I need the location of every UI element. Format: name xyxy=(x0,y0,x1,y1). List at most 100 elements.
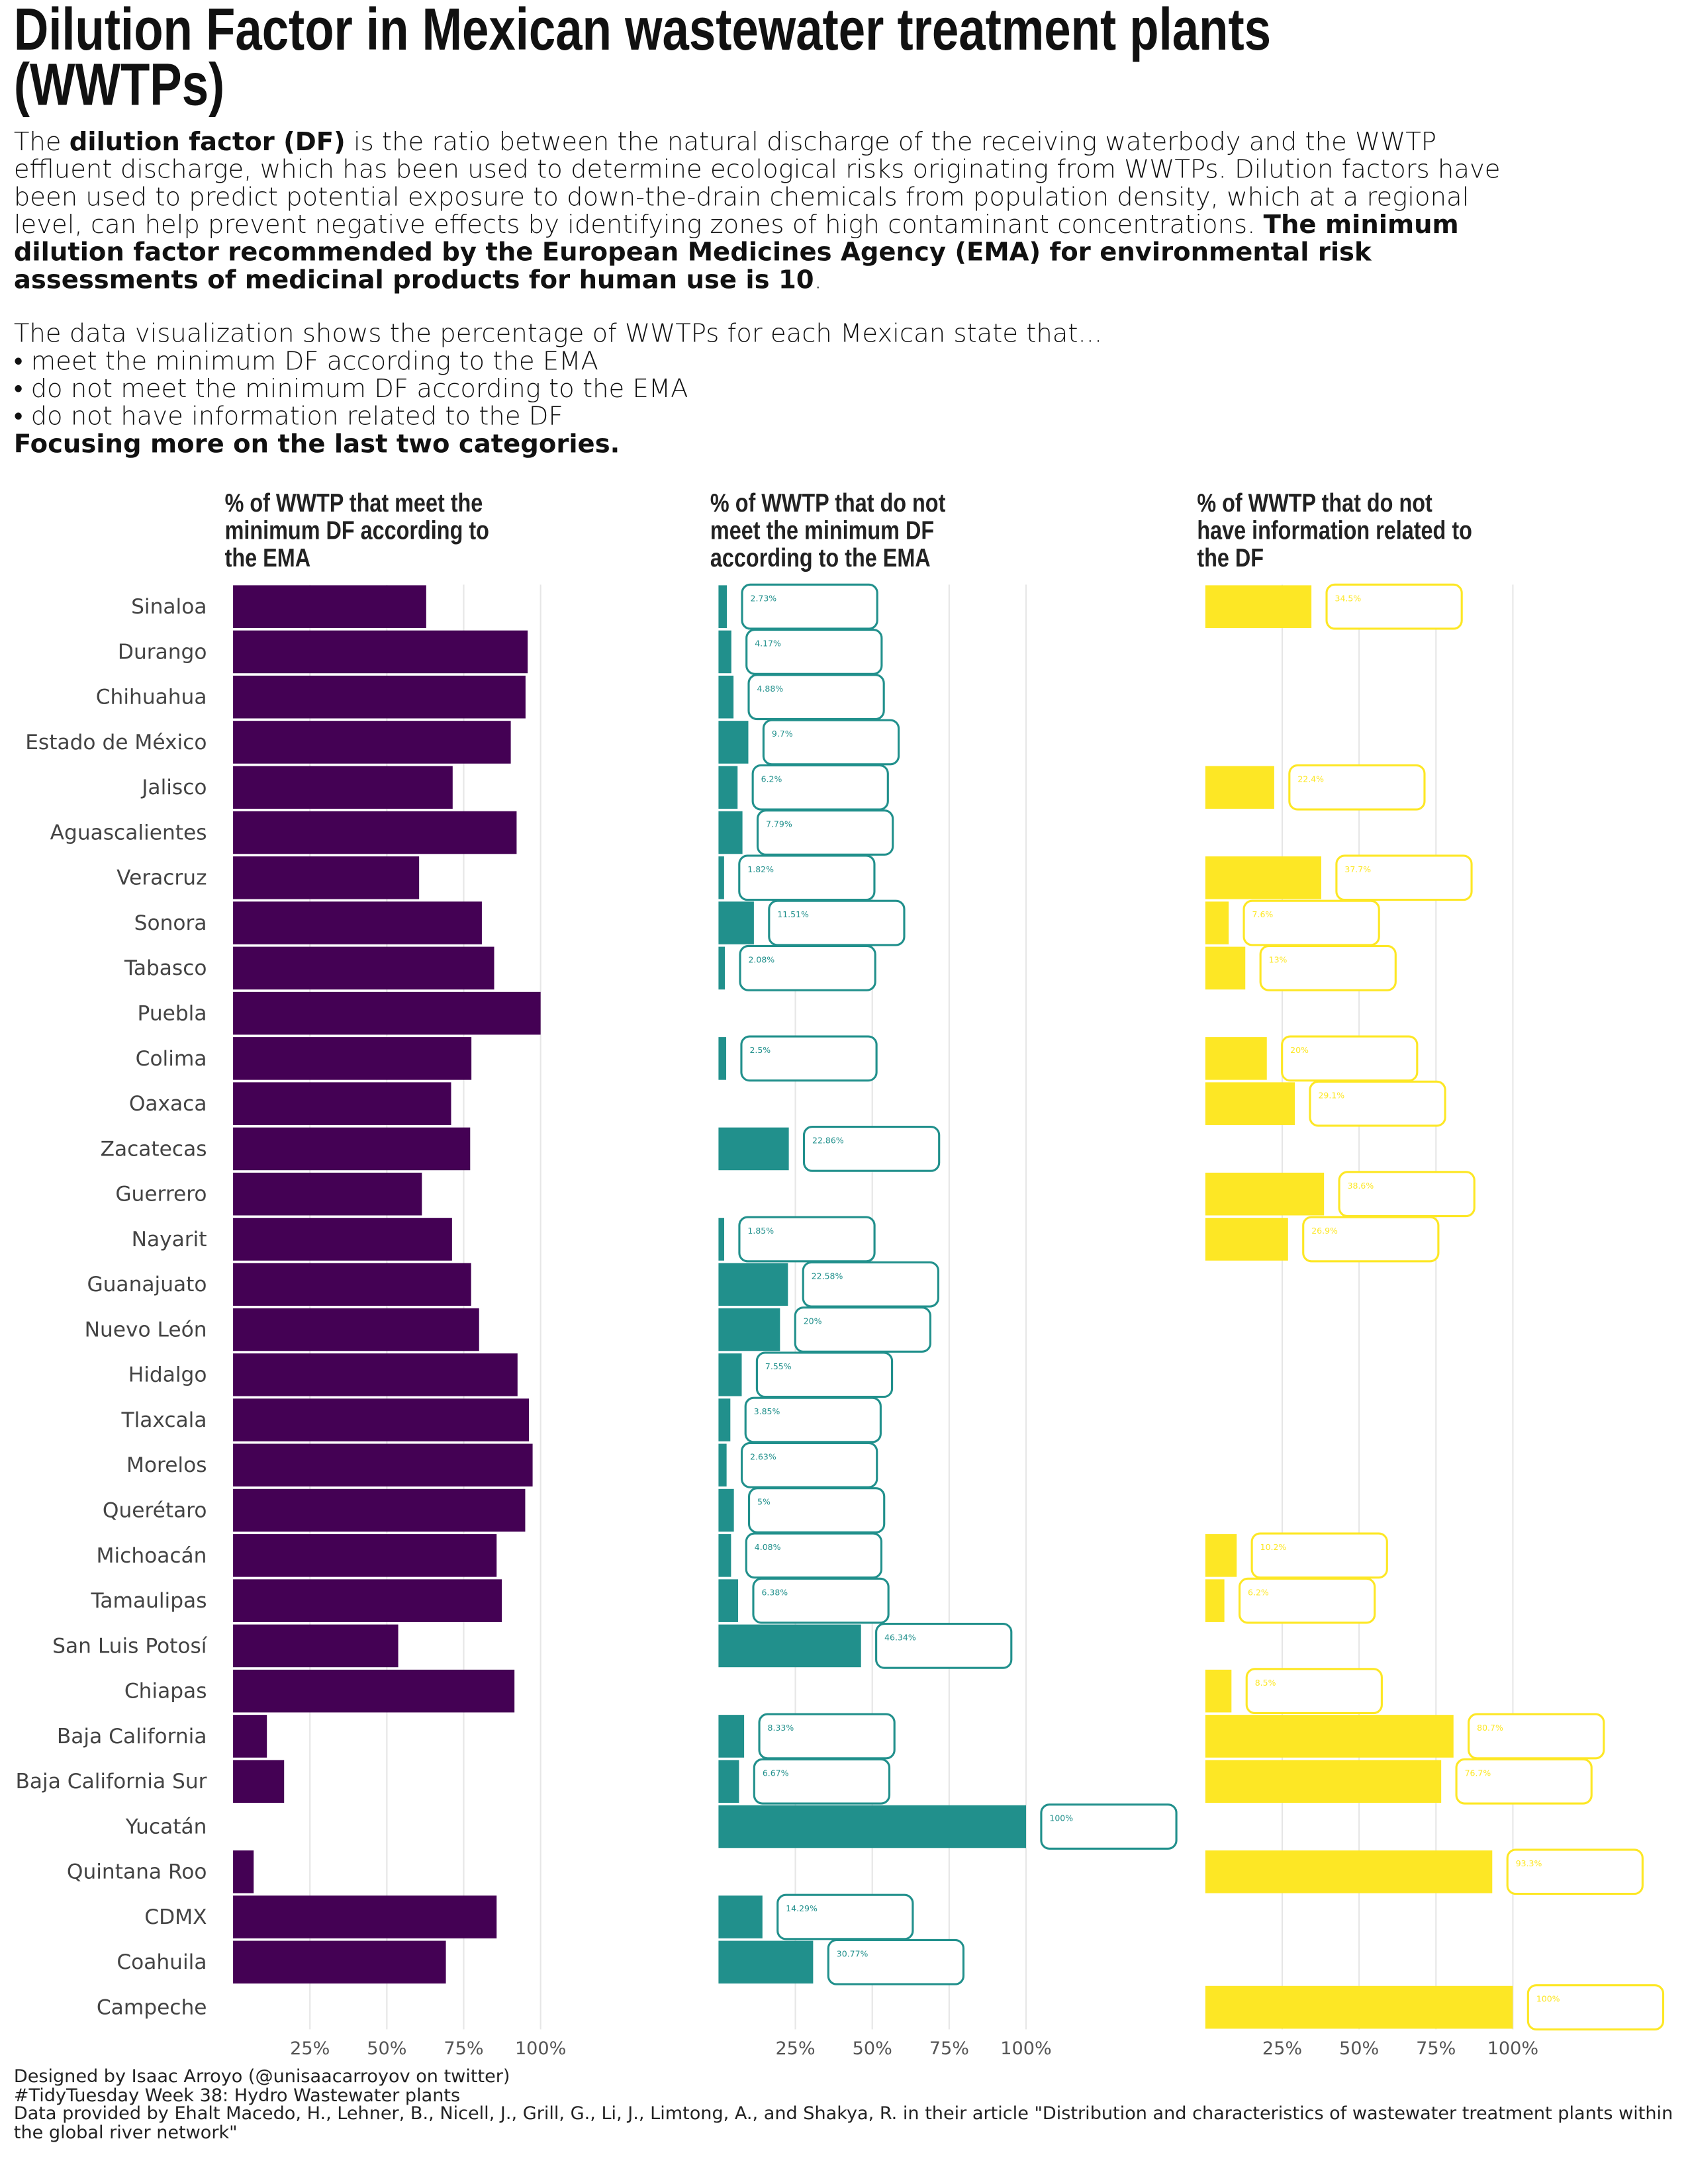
bar xyxy=(718,1760,739,1803)
x-tick-label: 25% xyxy=(290,2038,330,2059)
bar xyxy=(233,585,426,628)
value-label: 9.7% xyxy=(772,729,793,739)
value-label: 6.38% xyxy=(761,1587,788,1597)
bar xyxy=(1205,1534,1237,1577)
label-box xyxy=(738,1216,876,1263)
bar xyxy=(233,1127,471,1171)
category-label: Sinaloa xyxy=(131,595,207,619)
bar xyxy=(1205,1218,1288,1261)
value-label: 29.1% xyxy=(1318,1090,1344,1100)
label-box xyxy=(1243,899,1380,946)
bar xyxy=(233,1760,285,1803)
category-label: Querétaro xyxy=(103,1498,207,1522)
label-box xyxy=(744,1396,882,1443)
value-label: 2.73% xyxy=(751,593,777,603)
label-box xyxy=(1250,1532,1388,1579)
label-box xyxy=(739,944,876,991)
panel-title: % of WWTP that do not have information r… xyxy=(1197,488,1472,572)
bar xyxy=(233,1398,530,1441)
bar xyxy=(718,1127,789,1171)
bar xyxy=(718,1534,731,1577)
footer-line: #TidyTuesday Week 38: Hydro Wastewater p… xyxy=(13,2085,461,2107)
value-label: 22.86% xyxy=(812,1136,844,1146)
category-label: Baja California xyxy=(57,1725,207,1749)
panel-title: % of WWTP that do not meet the minimum D… xyxy=(710,488,946,572)
value-label: 7.55% xyxy=(765,1361,792,1371)
value-label: 4.17% xyxy=(755,639,781,649)
category-label: Durango xyxy=(118,640,207,664)
category-label: Michoacán xyxy=(97,1544,207,1568)
category-label: Guanajuato xyxy=(87,1273,207,1297)
label-box xyxy=(747,1487,886,1533)
value-label: 7.79% xyxy=(766,819,792,829)
bullet: • do not have information related to the… xyxy=(13,402,563,432)
intro-text: The minimum dilution factor recommended … xyxy=(13,210,1459,295)
value-label: 5% xyxy=(757,1497,771,1507)
value-label: 22.4% xyxy=(1297,774,1324,784)
value-label: 2.08% xyxy=(748,954,774,964)
bar xyxy=(1205,1037,1267,1080)
panel-title: % of WWTP that meet the minimum DF accor… xyxy=(224,488,489,572)
value-label: 80.7% xyxy=(1477,1723,1503,1733)
intro-text: The xyxy=(13,128,70,158)
value-label: 2.63% xyxy=(750,1451,776,1461)
value-label: 20% xyxy=(804,1316,822,1326)
bar xyxy=(718,901,754,944)
label-box xyxy=(741,583,878,630)
label-box xyxy=(762,719,900,766)
label-box xyxy=(740,1035,878,1082)
bar xyxy=(233,721,511,764)
label-box xyxy=(752,1577,890,1624)
bar xyxy=(233,1895,497,1938)
label-box xyxy=(827,1938,965,1985)
bar xyxy=(233,630,528,674)
category-label: Puebla xyxy=(138,1002,207,1026)
category-label: Yucatán xyxy=(125,1815,207,1839)
x-tick-label: 100% xyxy=(1487,2038,1538,2059)
bar xyxy=(233,1443,533,1487)
bar xyxy=(233,1715,267,1758)
bar xyxy=(233,1308,479,1351)
bar xyxy=(718,1398,731,1441)
value-label: 4.08% xyxy=(755,1542,781,1552)
bar xyxy=(233,1624,399,1668)
label-box xyxy=(1238,1577,1376,1624)
value-label: 6.67% xyxy=(763,1768,789,1778)
bar xyxy=(718,1443,727,1487)
bar xyxy=(233,1263,471,1306)
label-box xyxy=(1288,764,1426,811)
bar xyxy=(1205,856,1321,899)
label-box xyxy=(875,1622,1013,1669)
bar xyxy=(718,946,726,990)
bar xyxy=(718,1488,734,1532)
bar xyxy=(718,1353,742,1396)
value-label: 14.29% xyxy=(786,1903,818,1913)
label-box xyxy=(1245,1668,1383,1715)
value-label: 8.5% xyxy=(1255,1678,1276,1688)
footer-line: Designed by Isaac Arroyo (@unisaacarroyo… xyxy=(13,2066,510,2088)
label-box xyxy=(1040,1803,1178,1850)
lead: The data visualization shows the percent… xyxy=(13,320,1103,349)
value-label: 6.2% xyxy=(1248,1587,1269,1597)
category-label: Tamaulipas xyxy=(90,1589,207,1613)
value-label: 22.58% xyxy=(812,1271,843,1281)
bar xyxy=(718,721,749,764)
label-box xyxy=(1335,854,1473,901)
category-label: Chiapas xyxy=(124,1680,207,1704)
category-label: Sonora xyxy=(134,911,207,935)
bar xyxy=(718,1579,739,1622)
bar xyxy=(1205,1850,1493,1893)
label-box xyxy=(1325,583,1463,630)
category-label: Jalisco xyxy=(140,776,207,799)
category-label: Quintana Roo xyxy=(67,1860,207,1884)
bar xyxy=(233,1353,518,1396)
bar xyxy=(718,1624,861,1668)
bar xyxy=(718,766,738,809)
bar xyxy=(233,901,482,944)
value-label: 8.33% xyxy=(768,1723,794,1733)
x-tick-label: 75% xyxy=(444,2038,483,2059)
value-label: 100% xyxy=(1049,1813,1073,1823)
bar xyxy=(718,1263,788,1306)
